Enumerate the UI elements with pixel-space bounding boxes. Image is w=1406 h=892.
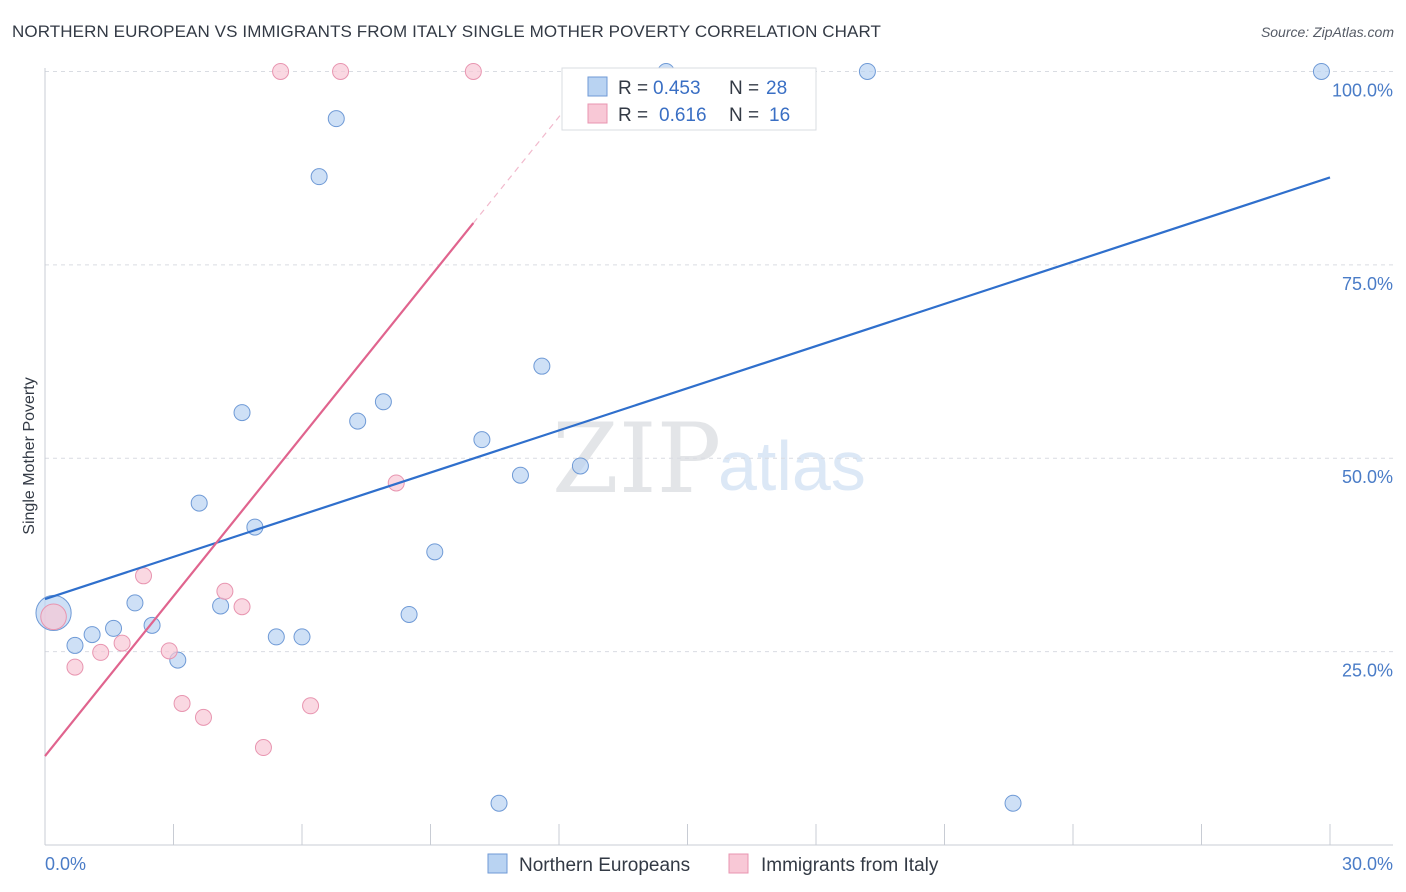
stats-legend-swatch-pink: [587, 103, 608, 124]
italy-point-6: [173, 694, 191, 712]
northern-european-point-23: [571, 457, 589, 475]
series-immigrants-italy-points: [40, 62, 482, 757]
italy-point-15: [464, 62, 482, 80]
stats-legend-n-label-0: N =: [729, 78, 759, 99]
northern-european-point-1: [66, 636, 84, 654]
northern-european-point-18: [426, 543, 444, 561]
italy-point-2: [92, 643, 110, 661]
italy-point-1: [66, 658, 84, 676]
northern-european-point-21: [511, 466, 529, 484]
bottom-legend-label-blue: Northern Europeans: [519, 855, 690, 876]
y-tick-label-1: 50.0%: [1342, 467, 1393, 487]
italy-point-12: [302, 697, 320, 715]
italy-point-11: [272, 62, 290, 80]
axes: [44, 68, 1393, 846]
northern-european-point-26: [1004, 794, 1022, 812]
northern-european-point-14: [327, 110, 345, 128]
northern-european-point-17: [400, 605, 418, 623]
stats-legend-n-label-1: N =: [729, 105, 759, 126]
x-tick-label-0: 0.0%: [45, 854, 86, 874]
northern-european-point-2: [83, 626, 101, 644]
chart-title: NORTHERN EUROPEAN VS IMMIGRANTS FROM ITA…: [12, 22, 882, 41]
italy-point-0: [40, 603, 67, 631]
italy-point-7: [194, 708, 212, 726]
northern-european-point-22: [533, 357, 551, 375]
italy-trend-line-extension: [472, 100, 573, 224]
x-tick-labels: 0.0% 30.0%: [45, 854, 1393, 874]
northern-european-point-3: [105, 619, 123, 637]
y-tick-labels: 25.0% 50.0% 75.0% 100.0%: [1332, 80, 1393, 680]
trend-lines: [44, 100, 1331, 757]
italy-point-5: [160, 642, 178, 660]
italy-point-13: [332, 62, 350, 80]
northern-european-point-4: [126, 594, 144, 612]
gridlines: [45, 70, 1393, 653]
stats-legend-r-label-1: R =: [618, 105, 648, 126]
northern-european-point-25: [858, 62, 876, 80]
northern-european-point-12: [293, 628, 311, 646]
northern-european-point-9: [233, 404, 251, 422]
stats-legend-r-value-1: 0.616: [659, 105, 707, 126]
northern-european-trend-line: [44, 176, 1331, 601]
northern-european-point-16: [374, 393, 392, 411]
northern-european-point-19: [473, 431, 491, 449]
y-tick-label-3: 100.0%: [1332, 80, 1393, 100]
y-tick-label-2: 75.0%: [1342, 274, 1393, 294]
bottom-legend: Northern Europeans Immigrants from Italy: [487, 853, 939, 876]
northern-european-point-11: [267, 628, 285, 646]
italy-point-4: [135, 567, 153, 585]
watermark-atlas: atlas: [718, 427, 866, 505]
northern-european-point-20: [490, 794, 508, 812]
northern-european-point-15: [349, 412, 367, 430]
stats-legend-swatch-blue: [587, 76, 608, 97]
y-axis-label: Single Mother Poverty: [21, 377, 38, 534]
bottom-legend-label-pink: Immigrants from Italy: [761, 855, 939, 876]
northern-european-point-7: [190, 494, 208, 512]
italy-point-10: [254, 739, 272, 757]
stats-legend: R = 0.453 N = 28 R = 0.616 N = 16: [561, 67, 817, 131]
bottom-legend-swatch-pink: [728, 853, 749, 874]
source-label: Source: ZipAtlas.com: [1260, 24, 1394, 40]
stats-legend-n-value-0: 28: [766, 78, 787, 99]
stats-legend-r-value-0: 0.453: [653, 78, 701, 99]
northern-european-point-8: [212, 597, 230, 615]
italy-trend-line: [44, 222, 475, 757]
italy-point-8: [216, 582, 234, 600]
stats-legend-n-value-1: 16: [769, 105, 790, 126]
bottom-legend-swatch-blue: [487, 853, 508, 874]
stats-legend-r-label-0: R =: [618, 78, 648, 99]
x-tick-label-1: 30.0%: [1342, 854, 1393, 874]
northern-european-point-27: [1312, 62, 1330, 80]
watermark: ZIP atlas: [552, 403, 866, 515]
y-tick-label-0: 25.0%: [1342, 661, 1393, 681]
italy-point-3: [113, 634, 131, 652]
italy-point-9: [233, 598, 251, 616]
northern-european-point-13: [310, 168, 328, 186]
